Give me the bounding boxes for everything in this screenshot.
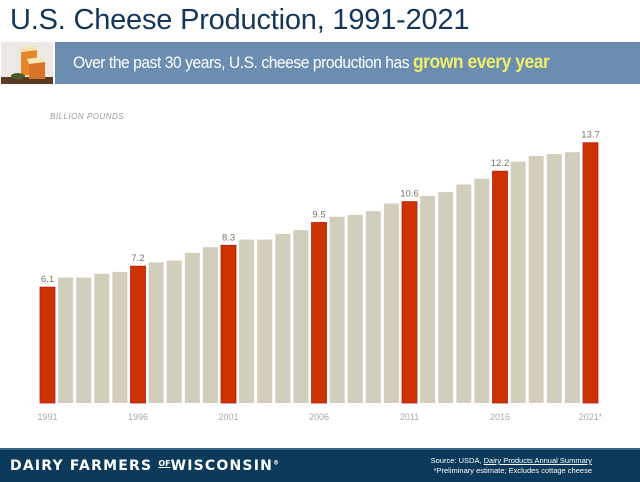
headline-banner: Over the past 30 years, U.S. cheese prod… [55,42,640,84]
data-label-2021: 13.7 [581,130,600,141]
footnote: *Preliminary estimate; Excludes cottage … [433,466,592,475]
bar-1994 [94,273,110,403]
bar-1993 [76,277,92,403]
cheese-photo [1,42,53,84]
bar-2018 [528,156,544,403]
source-note: Source: USDA, Dairy Products Annual Summ… [431,456,592,476]
brand-text-1: DAIRY FARMERS [10,458,153,474]
footer-bar: DAIRY FARMERS OFWISCONSIN® Source: USDA,… [0,448,640,482]
bar-2017 [510,161,526,403]
bar-2005 [293,230,309,403]
bar-2021 [582,142,599,404]
bar-2014 [456,184,472,403]
bar-1991 [39,286,56,404]
bar-2002 [239,239,255,403]
bar-2004 [275,233,291,403]
data-labels-group: 6.1 7.2 8.3 9.5 10.6 12.2 13.7 [41,130,600,285]
brand-of: OF [158,459,171,468]
data-label-2011: 10.6 [400,189,419,200]
bar-1992 [58,277,74,403]
x-tick-label: 1996 [128,412,148,422]
bar-2015 [474,178,490,403]
data-label-2006: 9.5 [312,210,325,221]
bar-2011 [401,201,418,404]
y-axis-label: BILLION POUNDS [50,112,124,121]
bar-1997 [148,262,164,403]
source-prefix: Source: USDA, [430,456,484,465]
bar-2019 [546,154,562,403]
x-tick-label: 2006 [309,412,329,422]
bar-2008 [347,214,363,403]
brand-mark: ® [273,459,281,467]
banner-highlight: grown every year [412,52,550,73]
bar-1998 [166,260,182,403]
bar-2013 [438,192,454,403]
banner-text-main: Over the past 30 years, U.S. cheese prod… [73,53,413,72]
bar-1995 [112,271,128,403]
data-label-2016: 12.2 [491,158,510,169]
source-link[interactable]: Dairy Products Annual Summary [483,456,592,465]
data-label-1996: 7.2 [131,253,144,264]
bar-2006 [311,222,327,404]
x-tick-labels-group: 1991 1996 2001 2006 2011 2016 2021* [37,412,602,422]
bar-2001 [220,244,237,404]
bar-2020 [564,152,580,403]
page-title: U.S. Cheese Production, 1991-2021 [10,4,470,36]
x-tick-label: 1991 [37,412,57,422]
bar-2003 [257,239,273,403]
cheese-image-icon [1,42,53,84]
bar-chart: BILLION POUNDS 6.17.28.39.510.612.213.7 … [37,112,602,422]
x-tick-label: 2001 [218,412,238,422]
x-tick-label: 2021* [579,412,603,422]
x-tick-label: 2011 [400,412,419,422]
bar-2009 [365,211,381,403]
bar-2012 [420,195,436,403]
bar-1996 [130,265,146,404]
banner-text: Over the past 30 years, U.S. cheese prod… [73,52,550,74]
bars-group [39,142,599,404]
data-label-2001: 8.3 [222,232,235,243]
x-tick-label: 2016 [490,412,510,422]
chart-area: BILLION POUNDS 6.1 7.2 8.3 9.5 10.6 12.2 13.7 … [0,100,640,430]
brand-text-2: WISCONSIN [170,458,274,474]
bar-2016 [492,170,508,404]
data-label-1991: 6.1 [41,274,54,285]
bar-2010 [383,203,399,403]
bar-1999 [184,252,200,403]
bar-2000 [202,247,218,403]
brand-logo: DAIRY FARMERS OFWISCONSIN® [10,458,280,474]
bar-2007 [329,216,345,403]
